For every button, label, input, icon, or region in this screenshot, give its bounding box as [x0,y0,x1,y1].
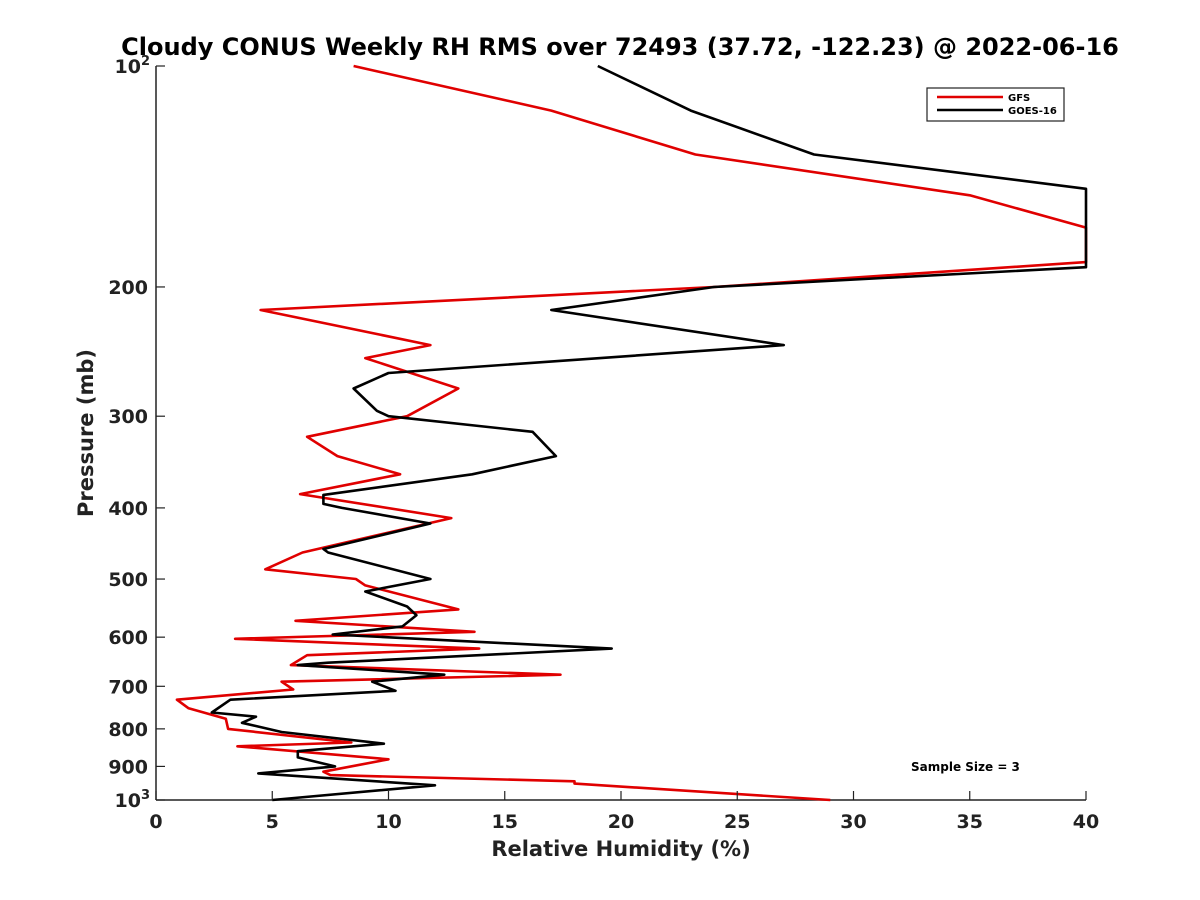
y-tick-label: 103 [115,788,151,812]
y-ticks: 102 200 300 400 500 600 700 800 900 103 [108,54,165,812]
y-axis-label: Pressure (mb) [74,349,98,517]
x-tick-label: 20 [608,811,634,833]
series-line-goes16 [210,64,1088,802]
x-tick-label: 0 [149,811,162,833]
sample-size-annotation: Sample Size = 3 [911,760,1020,774]
y-tick-label: 500 [108,569,148,591]
x-tick-label: 10 [375,811,401,833]
y-tick-label: 400 [108,498,148,520]
plot-area: 0 5 10 15 20 25 30 35 40 102 200 300 400 500 600 700 80… [108,54,1099,833]
legend-box [926,87,1065,122]
y-tick-label: 102 [115,54,151,78]
chart-title: Cloudy CONUS Weekly RH RMS over 72493 (3… [121,33,1119,61]
x-axis-label: Relative Humidity (%) [491,837,750,861]
x-tick-label: 5 [266,811,279,833]
legend: GFS GOES-16 [926,87,1065,122]
y-tick-label: 700 [108,676,148,698]
legend-label-gfs: GFS [1008,93,1030,104]
x-tick-label: 35 [957,811,983,833]
x-tick-label: 15 [492,811,518,833]
series-line-gfs [175,64,1088,802]
y-tick-label: 900 [108,756,148,778]
series-layer [175,64,1088,802]
y-tick-label: 600 [108,627,148,649]
legend-label-goes16: GOES-16 [1008,106,1057,117]
y-tick-label: 300 [108,406,148,428]
y-tick-label: 800 [108,719,148,741]
y-tick-label: 200 [108,277,148,299]
x-tick-label: 25 [724,811,750,833]
x-tick-label: 30 [840,811,866,833]
x-tick-label: 40 [1073,811,1099,833]
x-ticks: 0 5 10 15 20 25 30 35 40 [149,791,1099,833]
